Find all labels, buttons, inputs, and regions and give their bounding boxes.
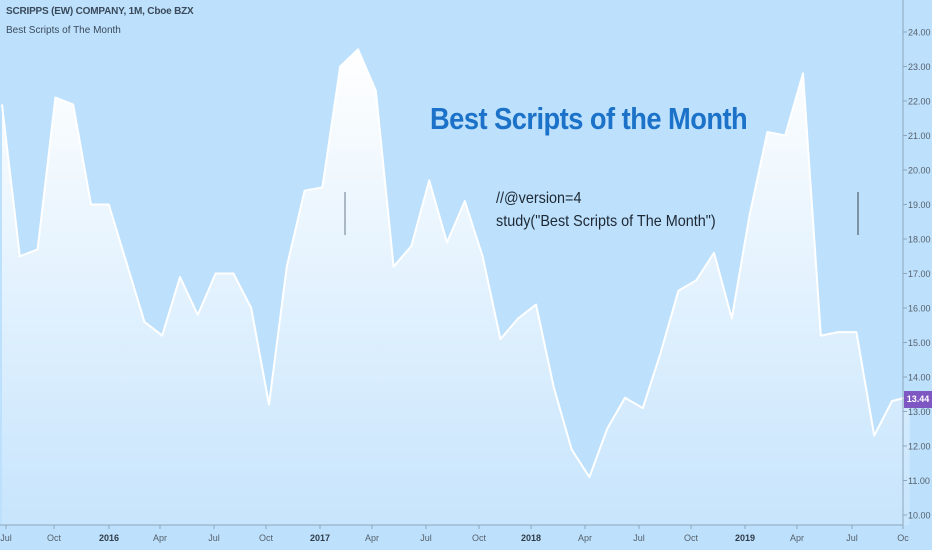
x-tick-label: Apr [153, 533, 167, 543]
x-tick-label: Oc [897, 533, 909, 543]
y-tick-label: 14.00 [908, 373, 931, 383]
data-point-39 [696, 280, 697, 281]
data-point-33 [589, 477, 590, 478]
price-line [1, 48, 911, 479]
data-point-8 [144, 321, 145, 322]
x-tick-label: Jul [0, 533, 12, 543]
study-label[interactable]: Best Scripts of The Month [6, 25, 121, 36]
code-line-version: //@version=4 [496, 190, 582, 207]
x-tick-label: Apr [365, 533, 379, 543]
x-tick-label: Jul [846, 533, 858, 543]
data-point-22 [393, 266, 394, 267]
data-point-28 [500, 339, 501, 340]
data-point-45 [802, 73, 803, 74]
data-point-23 [411, 245, 412, 246]
y-tick-label: 13.00 [908, 407, 931, 417]
data-point-34 [607, 428, 608, 429]
data-point-36 [642, 408, 643, 409]
y-tick-label: 11.00 [908, 476, 930, 486]
y-tick-label: 16.00 [908, 304, 931, 314]
data-point-49 [874, 435, 875, 436]
y-tick-label: 21.00 [908, 131, 931, 141]
data-point-2 [37, 249, 38, 250]
data-point-0 [1, 104, 2, 105]
data-point-50 [891, 401, 892, 402]
x-tick-label: Oct [47, 533, 62, 543]
data-point-1 [19, 256, 20, 257]
x-tick-label: 2018 [521, 533, 541, 543]
x-tick-label: Jul [633, 533, 645, 543]
data-point-27 [482, 256, 483, 257]
price-area [1, 48, 911, 526]
data-point-46 [820, 335, 821, 336]
data-point-47 [838, 332, 839, 333]
data-point-16 [286, 266, 287, 267]
data-point-41 [731, 318, 732, 319]
data-point-30 [535, 304, 536, 305]
x-tick-label: Jul [208, 533, 220, 543]
data-point-11 [197, 314, 198, 315]
data-point-6 [108, 204, 109, 205]
data-point-42 [749, 214, 750, 215]
data-point-31 [553, 387, 554, 388]
area-fill [2, 49, 910, 526]
data-point-38 [678, 290, 679, 291]
data-point-37 [660, 352, 661, 353]
data-point-25 [446, 242, 447, 243]
last-price-badge: 13.44 [904, 391, 932, 408]
y-tick-label: 20.00 [908, 166, 931, 176]
y-tick-label: 23.00 [908, 62, 931, 72]
y-tick-label: 18.00 [908, 235, 931, 245]
data-point-5 [90, 204, 91, 205]
y-tick-label: 15.00 [908, 338, 931, 348]
data-point-44 [785, 135, 786, 136]
data-point-20 [357, 49, 358, 50]
data-point-21 [375, 90, 376, 91]
x-tick-label: 2016 [99, 533, 119, 543]
data-point-40 [713, 252, 714, 253]
data-point-29 [518, 318, 519, 319]
x-tick-label: Oct [472, 533, 487, 543]
x-tick-label: 2019 [735, 533, 755, 543]
annotation-title: Best Scripts of the Month [430, 101, 748, 136]
data-point-43 [767, 131, 768, 132]
data-point-48 [856, 332, 857, 333]
data-point-32 [571, 449, 572, 450]
x-tick-label: Apr [578, 533, 592, 543]
data-point-24 [429, 180, 430, 181]
data-point-18 [322, 187, 323, 188]
x-tick-label: Jul [420, 533, 432, 543]
data-point-13 [233, 273, 234, 274]
code-line-study: study("Best Scripts of The Month") [496, 213, 716, 230]
symbol-title[interactable]: SCRIPPS (EW) COMPANY, 1M, Cboe BZX [6, 6, 194, 17]
data-point-26 [464, 200, 465, 201]
y-tick-label: 22.00 [908, 97, 931, 107]
y-tick-label: 12.00 [908, 442, 931, 452]
y-tick-label: 24.00 [908, 28, 931, 38]
data-point-7 [126, 263, 127, 264]
y-tick-label: 19.00 [908, 200, 931, 210]
data-point-3 [55, 97, 56, 98]
y-tick-label: 17.00 [908, 269, 931, 279]
data-point-17 [304, 190, 305, 191]
data-point-9 [162, 335, 163, 336]
data-point-4 [73, 104, 74, 105]
x-tick-label: 2017 [310, 533, 330, 543]
y-tick-label: 10.00 [908, 511, 931, 521]
x-tick-label: Apr [790, 533, 804, 543]
data-point-19 [340, 66, 341, 67]
data-point-12 [215, 273, 216, 274]
x-tick-label: Oct [259, 533, 274, 543]
vertical-markers [344, 192, 859, 235]
data-point-10 [179, 276, 180, 277]
data-point-14 [251, 307, 252, 308]
x-tick-label: Oct [684, 533, 699, 543]
data-point-35 [624, 397, 625, 398]
data-point-15 [268, 404, 269, 405]
